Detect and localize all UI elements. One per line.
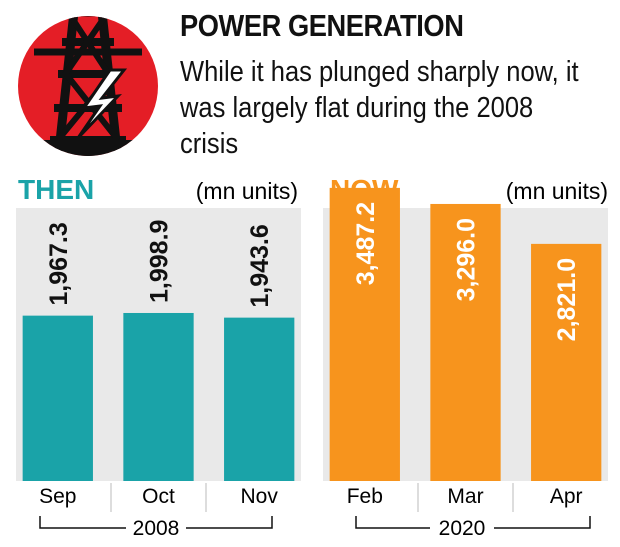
now-year-label: 2020 — [439, 517, 486, 540]
then-tick-sep: Sep — [39, 485, 76, 508]
now-unit-label: (mn units) — [506, 178, 608, 204]
then-bar-sep — [22, 315, 93, 481]
then-value-label-oct: 1,998.9 — [146, 220, 174, 303]
now-bars: 3,487.2 3,296.0 2,821.0 — [329, 187, 602, 482]
now-bar-mar — [430, 203, 501, 482]
now-panel: NOW (mn units) 3,487.23,296.02,821.0 Feb… — [323, 174, 608, 540]
power-tower-lightning-icon — [18, 16, 158, 156]
then-bars: 1,967.3 1,998.9 1,943.6 — [22, 220, 295, 481]
chart-title: POWER GENERATION — [180, 8, 464, 43]
now-tick-mar: Mar — [447, 485, 483, 508]
tower-icon — [18, 16, 158, 156]
now-year-bracket: 2020 — [355, 516, 591, 540]
now-bar-apr — [531, 243, 602, 481]
then-unit-label: (mn units) — [196, 178, 298, 204]
lightning-icon — [76, 68, 128, 140]
then-value-label-sep: 1,967.3 — [45, 222, 73, 305]
then-tick-nov: Nov — [241, 485, 279, 508]
now-value-label-apr: 2,821.0 — [553, 258, 581, 341]
now-tick-feb: Feb — [347, 485, 383, 508]
now-x-axis: Feb Mar Apr — [347, 483, 583, 512]
now-value-label-mar: 3,296.0 — [453, 218, 481, 301]
chart-subtitle: While it has plunged sharply now, it was… — [180, 56, 579, 160]
then-year-bracket: 2008 — [39, 516, 273, 540]
then-year-label: 2008 — [133, 517, 180, 540]
then-tick-oct: Oct — [142, 485, 175, 508]
then-value-label-nov: 1,943.6 — [246, 224, 274, 307]
now-bar-feb — [329, 187, 400, 481]
then-panel-label: THEN — [18, 174, 94, 205]
now-value-label-feb: 3,487.2 — [352, 202, 380, 285]
then-x-axis: Sep Oct Nov — [39, 483, 278, 512]
then-panel: THEN (mn units) 1,967.3 1,998.9 1,943.6 Se… — [16, 174, 301, 540]
now-tick-apr: Apr — [550, 485, 583, 508]
then-bar-oct — [123, 312, 194, 481]
then-bar-nov — [224, 317, 295, 481]
